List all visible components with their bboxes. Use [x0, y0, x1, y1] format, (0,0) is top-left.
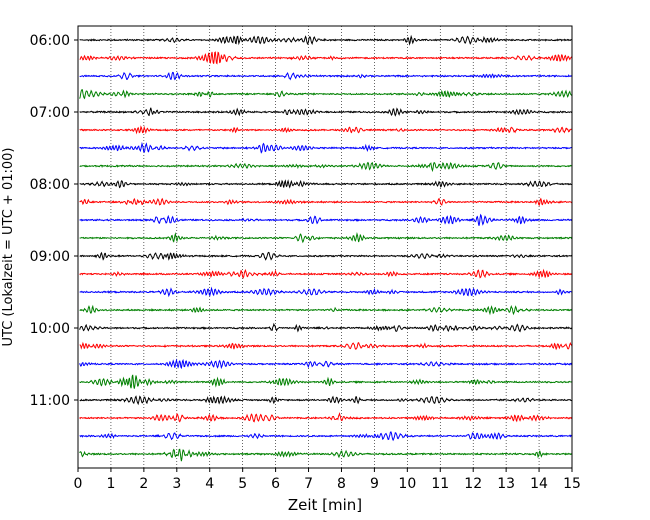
x-tick-label: 7 — [304, 476, 313, 492]
plot-background — [78, 26, 572, 468]
seismic-trace — [79, 141, 573, 154]
seismic-trace — [79, 322, 573, 333]
x-tick-label: 5 — [238, 476, 247, 492]
seismic-trace — [79, 395, 573, 406]
x-axis-label: Zeit [min] — [288, 496, 362, 514]
y-tick-label: 07:00 — [30, 105, 70, 121]
y-tick-label: 10:00 — [30, 321, 70, 337]
x-tick-label: 14 — [530, 476, 548, 492]
y-axis-label: UTC (Lokalzeit = UTC + 01:00) — [1, 148, 16, 347]
x-tick-label: 10 — [398, 476, 416, 492]
x-axis: 0 1 2 3 4 5 6 7 8 9 10 11 12 13 14 15 — [74, 468, 581, 492]
seismic-trace — [79, 251, 573, 261]
seismic-trace — [79, 304, 573, 316]
x-tick-label: 4 — [205, 476, 214, 492]
seismic-trace — [79, 231, 573, 244]
seismic-trace — [79, 431, 573, 442]
x-tick-label: 11 — [431, 476, 449, 492]
seismic-trace — [79, 107, 573, 117]
x-tick-label: 2 — [139, 476, 148, 492]
seismic-trace — [79, 268, 573, 279]
seismic-trace — [79, 71, 573, 81]
seismic-trace — [79, 374, 573, 389]
y-tick-label: 09:00 — [30, 249, 70, 265]
x-tick-label: 6 — [271, 476, 280, 492]
x-tick-label: 0 — [74, 476, 83, 492]
seismic-trace — [79, 89, 573, 100]
seismic-trace — [79, 34, 573, 46]
seismic-trace — [79, 286, 573, 298]
x-tick-label: 8 — [337, 476, 346, 492]
seismic-traces — [79, 34, 573, 462]
seismic-trace — [79, 161, 573, 173]
x-tick-label: 12 — [464, 476, 482, 492]
seismic-trace — [79, 341, 573, 351]
x-tick-label: 15 — [563, 476, 581, 492]
y-tick-label: 11:00 — [30, 393, 70, 409]
x-tick-label: 9 — [370, 476, 379, 492]
seismic-trace — [79, 51, 573, 65]
seismic-trace — [79, 411, 573, 423]
y-tick-label: 08:00 — [30, 177, 70, 193]
seismic-trace — [79, 358, 573, 370]
seismic-trace — [79, 213, 573, 226]
y-tick-label: 06:00 — [30, 33, 70, 49]
x-tick-label: 1 — [106, 476, 115, 492]
y-axis: 06:00 07:00 08:00 09:00 10:00 11:00 — [30, 33, 78, 409]
seismic-trace — [79, 125, 573, 135]
seismic-trace — [79, 197, 573, 207]
plot-frame — [77, 25, 573, 469]
seismic-trace — [79, 448, 573, 462]
x-tick-label: 3 — [172, 476, 181, 492]
x-tick-label: 13 — [497, 476, 515, 492]
seismic-trace — [79, 179, 573, 189]
